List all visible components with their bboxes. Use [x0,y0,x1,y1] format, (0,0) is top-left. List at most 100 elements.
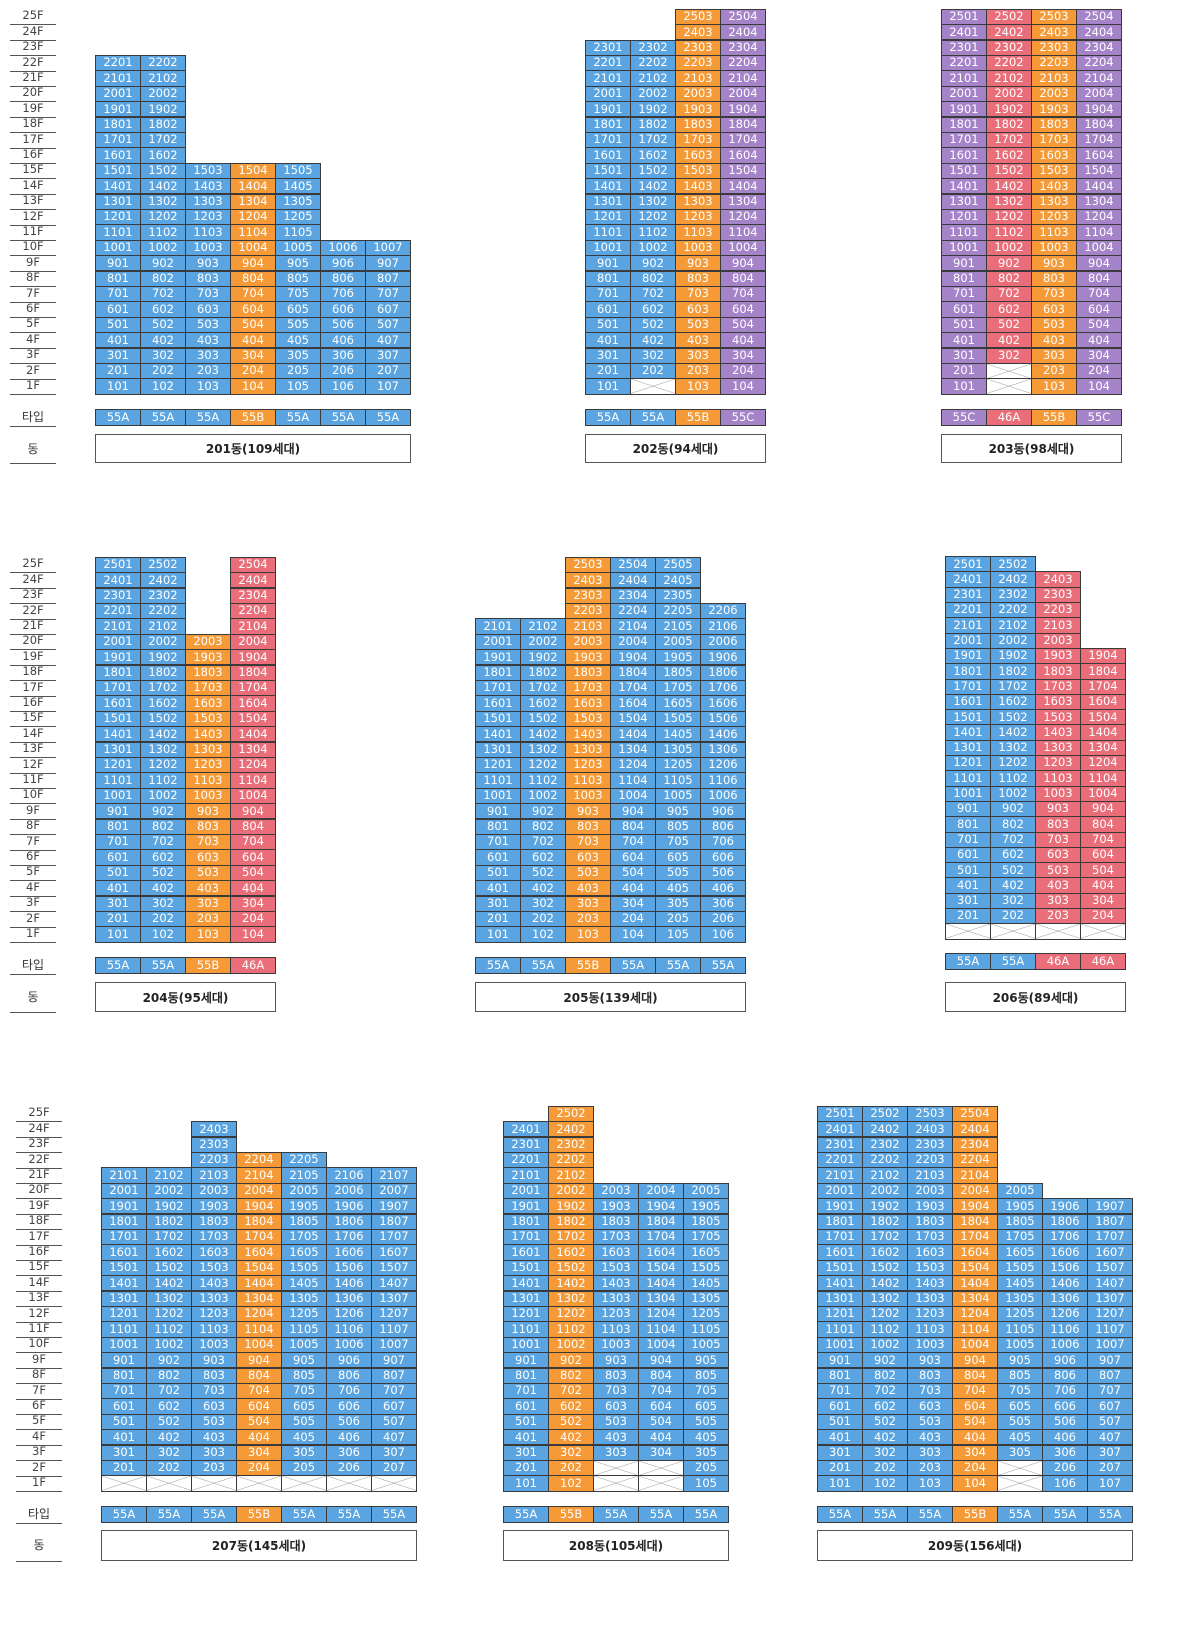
unit-cell[interactable]: 1303 [185,193,231,210]
unit-cell[interactable]: 301 [941,347,987,364]
unit-cell[interactable]: 1601 [817,1244,863,1261]
unit-cell[interactable]: 402 [862,1429,908,1446]
unit-cell[interactable]: 2101 [101,1167,147,1184]
unit-cell[interactable]: 803 [1031,270,1077,287]
unit-cell[interactable]: 1201 [101,1305,147,1323]
unit-cell[interactable]: 2304 [952,1136,998,1153]
unit-cell[interactable]: 202 [990,908,1036,925]
unit-cell[interactable]: 1706 [326,1228,372,1246]
unit-cell[interactable]: 1501 [945,709,991,726]
unit-cell[interactable]: 1301 [941,193,987,210]
unit-cell[interactable]: 2301 [95,587,141,604]
unit-cell[interactable]: 106 [320,378,366,395]
unit-cell[interactable]: 2101 [585,70,631,87]
unit-cell[interactable]: 502 [986,316,1032,334]
unit-cell[interactable]: 704 [236,1382,282,1400]
unit-cell[interactable]: 903 [185,803,231,820]
unit-cell[interactable]: 503 [191,1413,237,1431]
unit-cell[interactable]: 2202 [630,54,676,72]
unit-cell[interactable]: 1602 [862,1244,908,1261]
unit-cell[interactable]: 206 [320,362,366,380]
unit-cell[interactable]: 2302 [630,39,676,56]
unit-cell[interactable]: 1904 [720,101,766,118]
unit-cell[interactable]: 1301 [95,741,141,758]
unit-cell[interactable]: 1803 [675,116,721,133]
unit-cell[interactable]: 1302 [146,1290,192,1307]
unit-cell[interactable]: 2304 [230,587,276,604]
unit-cell[interactable]: 1001 [101,1336,147,1354]
unit-cell[interactable]: 402 [146,1429,192,1446]
unit-cell[interactable]: 204 [952,1459,998,1477]
unit-cell[interactable]: 105 [275,378,321,395]
unit-cell[interactable]: 102 [862,1475,908,1492]
unit-cell[interactable]: 501 [95,864,141,882]
unit-cell[interactable]: 901 [503,1352,549,1369]
unit-cell[interactable]: 2106 [326,1167,372,1184]
unit-cell[interactable]: 2004 [1076,85,1122,103]
unit-cell[interactable]: 1802 [548,1213,594,1230]
unit-cell[interactable]: 1001 [503,1336,549,1354]
unit-cell[interactable]: 402 [140,332,186,349]
unit-cell[interactable]: 1101 [503,1321,549,1338]
unit-cell[interactable]: 1803 [1035,663,1081,680]
unit-cell[interactable]: 1501 [95,710,141,728]
unit-cell[interactable]: 405 [683,1429,729,1446]
unit-cell[interactable]: 801 [817,1367,863,1384]
unit-cell[interactable]: 304 [236,1444,282,1461]
unit-cell[interactable]: 902 [862,1352,908,1369]
unit-cell[interactable]: 505 [655,864,701,882]
unit-cell[interactable]: 1702 [520,679,566,697]
unit-cell[interactable]: 1504 [952,1259,998,1277]
unit-cell[interactable]: 903 [1031,255,1077,272]
unit-cell[interactable]: 701 [941,285,987,303]
unit-cell[interactable]: 302 [520,895,566,912]
unit-cell[interactable]: 1806 [326,1213,372,1230]
unit-cell[interactable]: 904 [230,255,276,272]
unit-cell[interactable]: 1502 [548,1259,594,1277]
unit-cell[interactable]: 1304 [610,741,656,758]
unit-cell[interactable]: 1802 [990,663,1036,680]
unit-cell[interactable]: 906 [320,255,366,272]
unit-cell[interactable]: 505 [281,1413,327,1431]
unit-cell[interactable]: 803 [907,1367,953,1384]
unit-cell[interactable]: 504 [236,1413,282,1431]
unit-cell[interactable]: 1401 [503,1275,549,1292]
unit-cell[interactable]: 2402 [140,572,186,589]
unit-cell[interactable]: 204 [230,910,276,928]
unit-cell[interactable]: 506 [326,1413,372,1431]
unit-cell[interactable]: 203 [1035,908,1081,925]
unit-cell[interactable]: 2305 [655,587,701,604]
unit-cell[interactable]: 702 [140,285,186,303]
unit-cell[interactable]: 1803 [1031,116,1077,133]
unit-cell[interactable]: 2404 [610,572,656,589]
unit-cell[interactable]: 403 [675,332,721,349]
unit-cell[interactable]: 103 [185,926,231,943]
unit-cell[interactable]: 2302 [990,586,1036,604]
unit-cell[interactable]: 2102 [140,618,186,635]
unit-cell[interactable]: 1501 [941,162,987,180]
unit-cell[interactable]: 503 [1031,316,1077,334]
unit-cell[interactable]: 1801 [475,664,521,681]
unit-cell[interactable]: 1702 [630,131,676,149]
unit-cell[interactable]: 1103 [565,772,611,789]
unit-cell[interactable]: 2003 [191,1182,237,1200]
unit-cell[interactable]: 1701 [585,131,631,149]
unit-cell[interactable]: 601 [95,301,141,318]
unit-cell[interactable]: 2501 [817,1105,863,1123]
unit-cell[interactable]: 804 [720,270,766,287]
unit-cell[interactable]: 603 [565,849,611,866]
unit-cell[interactable]: 1504 [1076,162,1122,180]
unit-cell[interactable]: 704 [1076,285,1122,303]
unit-cell[interactable]: 1304 [1076,193,1122,210]
unit-cell[interactable]: 1702 [548,1228,594,1246]
unit-cell[interactable]: 1002 [140,787,186,805]
unit-cell[interactable]: 406 [1042,1429,1088,1446]
unit-cell[interactable]: 1603 [565,695,611,712]
unit-cell[interactable]: 502 [520,864,566,882]
unit-cell[interactable]: 2405 [655,572,701,589]
unit-cell[interactable]: 606 [326,1398,372,1415]
unit-cell[interactable]: 1105 [281,1321,327,1338]
unit-cell[interactable]: 704 [952,1382,998,1400]
unit-cell[interactable]: 403 [565,880,611,897]
unit-cell[interactable]: 806 [700,818,746,835]
